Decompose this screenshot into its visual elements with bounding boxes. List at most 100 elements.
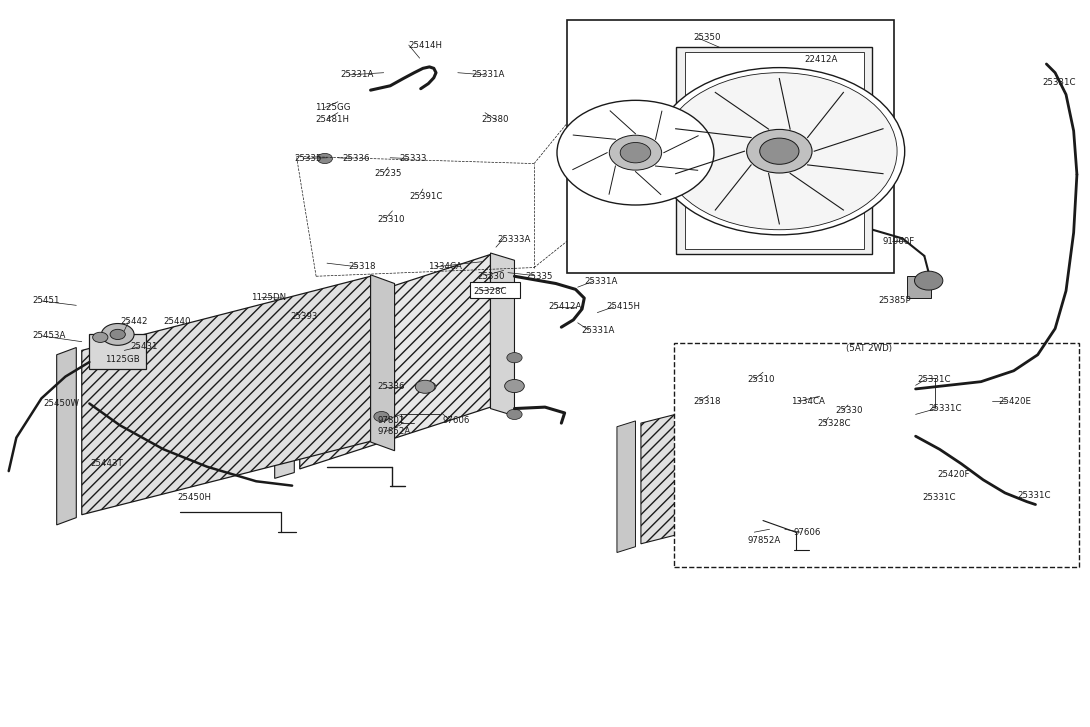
Text: 25450W: 25450W: [44, 399, 80, 408]
Text: (5AT 2WD): (5AT 2WD): [846, 345, 892, 353]
Bar: [674, 343, 1079, 567]
Text: 25440: 25440: [164, 317, 191, 326]
Circle shape: [760, 138, 799, 164]
Polygon shape: [371, 275, 395, 451]
Text: 25331C: 25331C: [1017, 491, 1051, 500]
Text: 25235: 25235: [374, 169, 401, 177]
Circle shape: [908, 409, 923, 419]
Text: 25414H: 25414H: [409, 41, 443, 49]
Polygon shape: [676, 47, 872, 254]
Text: 1125GB: 1125GB: [105, 356, 140, 364]
Text: 25331A: 25331A: [340, 71, 374, 79]
Text: 25333A: 25333A: [497, 236, 531, 244]
Polygon shape: [300, 254, 490, 469]
Polygon shape: [682, 370, 701, 534]
Text: 25331C: 25331C: [918, 375, 952, 384]
Text: 25331A: 25331A: [471, 71, 505, 79]
Bar: [907, 276, 931, 298]
Circle shape: [908, 424, 923, 434]
Text: 25235D: 25235D: [657, 110, 691, 119]
Text: 25395A: 25395A: [608, 186, 642, 195]
Text: 25393: 25393: [290, 312, 317, 321]
Bar: [89, 334, 146, 369]
Text: 97852A: 97852A: [377, 427, 411, 436]
Circle shape: [747, 129, 812, 173]
Text: 25415H: 25415H: [606, 302, 640, 311]
Bar: [567, 20, 894, 273]
Circle shape: [374, 411, 389, 422]
Text: 25380: 25380: [482, 116, 509, 124]
Text: 25453A: 25453A: [33, 332, 66, 340]
Text: 25385P: 25385P: [879, 297, 911, 305]
Text: 25331A: 25331A: [581, 326, 615, 334]
Text: 25231: 25231: [603, 110, 630, 119]
Text: 25328C: 25328C: [818, 419, 851, 427]
Text: 25336: 25336: [342, 154, 370, 163]
Text: 1125DN: 1125DN: [251, 293, 286, 302]
Polygon shape: [685, 52, 864, 249]
Text: 25335: 25335: [525, 272, 553, 281]
Polygon shape: [490, 253, 514, 416]
Text: 22412A: 22412A: [804, 55, 838, 64]
Text: 97606: 97606: [443, 416, 470, 425]
Circle shape: [654, 68, 905, 235]
Text: 25336: 25336: [377, 382, 404, 391]
Text: 25310: 25310: [748, 375, 775, 384]
Text: 25310: 25310: [377, 215, 404, 224]
Text: 25330: 25330: [477, 272, 505, 281]
Text: 25412A: 25412A: [548, 302, 582, 311]
Text: 25335: 25335: [294, 154, 322, 163]
Text: 25318: 25318: [349, 262, 376, 271]
Text: 25330: 25330: [835, 406, 862, 415]
Circle shape: [415, 380, 435, 393]
Circle shape: [915, 271, 943, 290]
Polygon shape: [641, 387, 785, 544]
Text: 25481H: 25481H: [315, 115, 349, 124]
Text: 25386: 25386: [682, 157, 710, 166]
Circle shape: [662, 73, 897, 230]
Text: 25331C: 25331C: [1042, 79, 1076, 87]
Polygon shape: [57, 348, 76, 525]
Text: 1334CA: 1334CA: [791, 397, 825, 406]
Polygon shape: [617, 421, 635, 553]
Text: 25420F: 25420F: [937, 470, 970, 478]
Text: 25350: 25350: [693, 33, 720, 42]
Text: 25442: 25442: [120, 317, 147, 326]
Text: 1334CA: 1334CA: [428, 262, 462, 271]
Bar: [815, 414, 865, 430]
Text: 25431: 25431: [131, 342, 158, 351]
Text: 97852A: 97852A: [748, 537, 782, 545]
Text: 25420E: 25420E: [998, 397, 1031, 406]
Text: 25328C: 25328C: [473, 287, 507, 296]
Text: 97802: 97802: [377, 416, 404, 425]
Text: 25451: 25451: [33, 297, 60, 305]
Circle shape: [101, 324, 134, 345]
Circle shape: [110, 329, 125, 340]
Text: 25333: 25333: [399, 154, 426, 163]
Text: 25331C: 25331C: [922, 493, 956, 502]
Text: 25331A: 25331A: [584, 277, 618, 286]
Text: 25331C: 25331C: [929, 404, 962, 413]
Circle shape: [507, 353, 522, 363]
Circle shape: [505, 379, 524, 393]
Polygon shape: [894, 356, 916, 519]
Polygon shape: [275, 314, 294, 478]
Text: 25318: 25318: [693, 397, 720, 406]
Circle shape: [421, 382, 436, 392]
Text: 25391C: 25391C: [410, 192, 444, 201]
Polygon shape: [82, 276, 371, 515]
Circle shape: [609, 135, 662, 170]
Circle shape: [317, 153, 332, 164]
Text: 91960F: 91960F: [883, 237, 916, 246]
Text: 97606: 97606: [794, 528, 821, 537]
Circle shape: [620, 142, 651, 163]
Text: 1125GG: 1125GG: [315, 103, 351, 112]
Text: 25443T: 25443T: [90, 459, 123, 467]
Bar: [470, 282, 520, 298]
Polygon shape: [706, 358, 894, 525]
Circle shape: [809, 45, 826, 57]
Circle shape: [557, 100, 714, 205]
Text: 25450H: 25450H: [178, 493, 211, 502]
Circle shape: [93, 332, 108, 342]
Circle shape: [507, 409, 522, 419]
